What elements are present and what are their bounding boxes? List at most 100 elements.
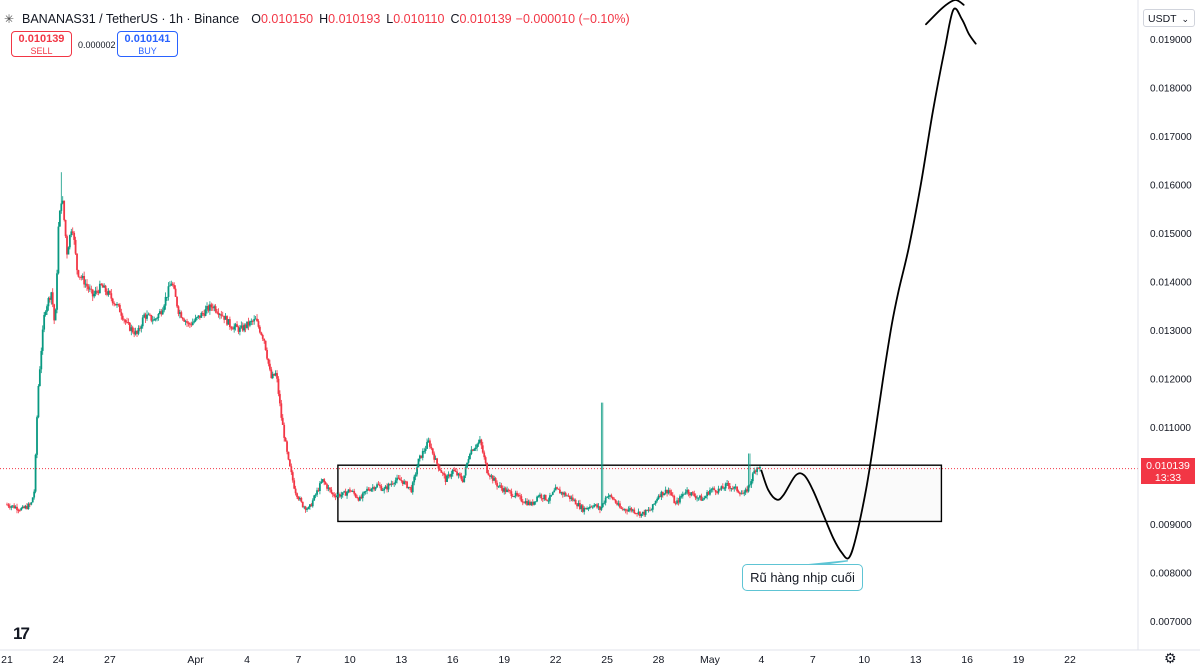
- candle-body: [137, 327, 140, 334]
- annotation-callout[interactable]: Rũ hàng nhịp cuối: [742, 564, 863, 591]
- y-tick-label: 0.019000: [1150, 35, 1192, 46]
- candle-body: [513, 496, 516, 498]
- candle-body: [361, 493, 364, 499]
- candle-body: [297, 496, 300, 500]
- candle-body: [531, 502, 534, 505]
- candle-body: [7, 504, 10, 507]
- candle-body: [516, 492, 518, 496]
- x-tick-label: 27: [104, 654, 116, 666]
- candle-body: [401, 480, 404, 485]
- candle-body: [384, 486, 387, 489]
- candle-body: [188, 323, 191, 325]
- y-tick-label: 0.018000: [1150, 83, 1192, 94]
- candle-body: [679, 496, 681, 503]
- candle-body: [571, 497, 574, 501]
- candle-body: [570, 497, 573, 499]
- candle-body: [216, 311, 218, 313]
- y-tick-label: 0.012000: [1150, 374, 1192, 385]
- candle-body: [24, 506, 27, 509]
- candle-body: [646, 509, 648, 511]
- candle-body: [493, 478, 496, 481]
- candle-body: [443, 473, 446, 476]
- candle-body: [134, 330, 137, 335]
- candle-body: [559, 489, 561, 494]
- candle-body: [337, 494, 340, 496]
- candle-body: [246, 321, 248, 328]
- candle-body: [293, 480, 296, 489]
- symbol-title[interactable]: BANANAS31 / TetherUS · 1h · Binance: [22, 12, 240, 26]
- candle-body: [176, 296, 178, 307]
- candle-body: [151, 320, 154, 322]
- candle-body: [323, 479, 326, 483]
- candle-body: [253, 319, 256, 322]
- candle-body: [416, 467, 418, 475]
- candle-body: [194, 317, 197, 322]
- candle-body: [661, 491, 664, 496]
- candle-body: [163, 305, 166, 311]
- candle-body: [403, 481, 406, 485]
- candle-body: [270, 369, 273, 379]
- candle-body: [161, 310, 164, 315]
- sell-button[interactable]: 0.010139 SELL: [11, 31, 72, 57]
- candle-body: [116, 304, 118, 306]
- candle-body: [290, 466, 293, 473]
- candle-body: [70, 231, 73, 235]
- candle-body: [754, 470, 757, 472]
- candle-body: [43, 315, 46, 330]
- tradingview-logo[interactable]: 17: [13, 624, 30, 643]
- candle-body: [674, 503, 677, 504]
- candle-body: [48, 298, 51, 300]
- candle-body: [170, 283, 173, 286]
- candle-body: [171, 283, 174, 286]
- current-price-tag: 0.010139 13:33: [1141, 458, 1195, 484]
- candle-body: [178, 312, 181, 314]
- candle-body: [34, 454, 37, 492]
- buy-button[interactable]: 0.010141 BUY: [117, 31, 178, 57]
- candle-body: [58, 210, 61, 227]
- candle-body: [374, 487, 377, 490]
- candle-body: [426, 442, 428, 449]
- candle-body: [356, 496, 358, 499]
- candle-body: [221, 315, 224, 317]
- candle-body: [344, 491, 347, 496]
- candle-body: [153, 319, 156, 321]
- candle-body: [476, 444, 478, 448]
- candle-body: [539, 494, 541, 497]
- candle-body: [208, 304, 211, 311]
- candle-body: [509, 490, 511, 492]
- candle-body: [683, 493, 686, 495]
- candle-body: [306, 508, 308, 510]
- open-label: O: [251, 12, 261, 26]
- candle-body: [336, 495, 338, 498]
- candle-body: [50, 292, 53, 300]
- low-label: L: [386, 12, 394, 26]
- candle-body: [10, 506, 13, 508]
- candle-body: [480, 439, 483, 446]
- candle-body: [694, 496, 697, 499]
- candle-body: [463, 475, 466, 483]
- candle-body: [258, 326, 261, 333]
- x-tick-label: 16: [447, 654, 459, 666]
- candle-body: [120, 312, 123, 316]
- x-tick-label: 10: [344, 654, 356, 666]
- candle-body: [146, 314, 148, 319]
- gear-icon[interactable]: ⚙: [1164, 650, 1177, 666]
- candle-body: [110, 293, 113, 299]
- candle-body: [400, 480, 403, 481]
- candle-body: [18, 510, 21, 511]
- candle-body: [610, 495, 613, 498]
- candle-body: [94, 290, 97, 294]
- candle-body: [267, 358, 270, 364]
- candle-body: [207, 306, 210, 311]
- candle-body: [483, 452, 486, 458]
- candle-body: [546, 499, 548, 501]
- y-tick-label: 0.014000: [1150, 277, 1192, 288]
- projection-line: [760, 7, 977, 560]
- candle-body: [534, 501, 537, 503]
- candle-body: [224, 316, 227, 320]
- currency-selector[interactable]: USDT ⌄: [1143, 9, 1195, 27]
- candle-body: [376, 484, 378, 488]
